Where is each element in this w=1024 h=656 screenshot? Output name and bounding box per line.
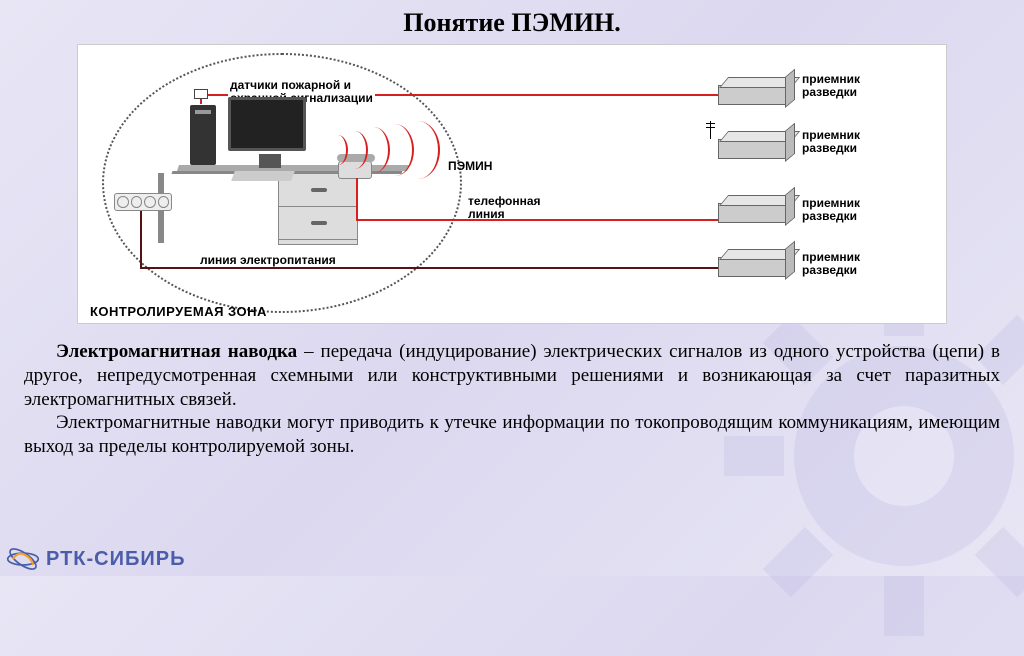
page-title: Понятие ПЭМИН. xyxy=(0,0,1024,44)
receiver-label-1: приемник разведки xyxy=(802,73,860,99)
phone-line-label: телефонная линия xyxy=(468,195,541,221)
receiver-label-4: приемник разведки xyxy=(802,251,860,277)
power-line-label: линия электропитания xyxy=(198,254,338,267)
receiver-box-3 xyxy=(718,203,788,223)
receiver-box-2 xyxy=(718,139,788,159)
receiver-box-4 xyxy=(718,257,788,277)
description-text: Электромагнитная наводка – передача (инд… xyxy=(24,340,1000,459)
antenna-icon xyxy=(710,121,711,139)
monitor-icon xyxy=(228,97,306,151)
logo-mark-icon xyxy=(6,546,40,572)
logo-text: РТК-СИБИРЬ xyxy=(46,548,185,571)
receiver-box-1 xyxy=(718,85,788,105)
phone-line-v xyxy=(356,178,358,221)
pemin-label: ПЭМИН xyxy=(448,160,492,173)
workstation-desk xyxy=(178,165,408,245)
sensor-icon xyxy=(194,89,208,99)
receiver-label-3: приемник разведки xyxy=(802,197,860,223)
power-line-v xyxy=(140,211,142,267)
rtk-sibir-logo: РТК-СИБИРЬ xyxy=(6,546,185,572)
computer-tower-icon xyxy=(190,105,216,165)
power-sockets-icon xyxy=(114,193,172,211)
receiver-label-2: приемник разведки xyxy=(802,129,860,155)
power-line-h xyxy=(140,267,718,269)
paragraph-2: Электромагнитные наводки могут приводить… xyxy=(24,411,1000,459)
term: Электромагнитная наводка xyxy=(56,341,297,362)
keyboard-icon xyxy=(231,171,295,181)
pemin-diagram: датчики пожарной и охранной сигнализации… xyxy=(77,44,947,324)
zone-label: КОНТРОЛИРУЕМАЯ ЗОНА xyxy=(90,304,267,319)
paragraph-1: Электромагнитная наводка – передача (инд… xyxy=(24,340,1000,411)
